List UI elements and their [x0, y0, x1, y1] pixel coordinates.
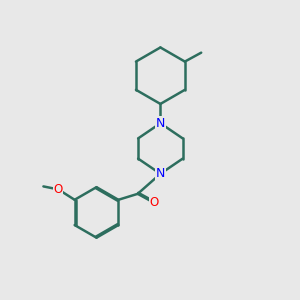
Text: N: N	[156, 117, 165, 130]
Text: N: N	[156, 167, 165, 180]
Text: O: O	[54, 183, 63, 196]
Text: O: O	[149, 196, 159, 209]
